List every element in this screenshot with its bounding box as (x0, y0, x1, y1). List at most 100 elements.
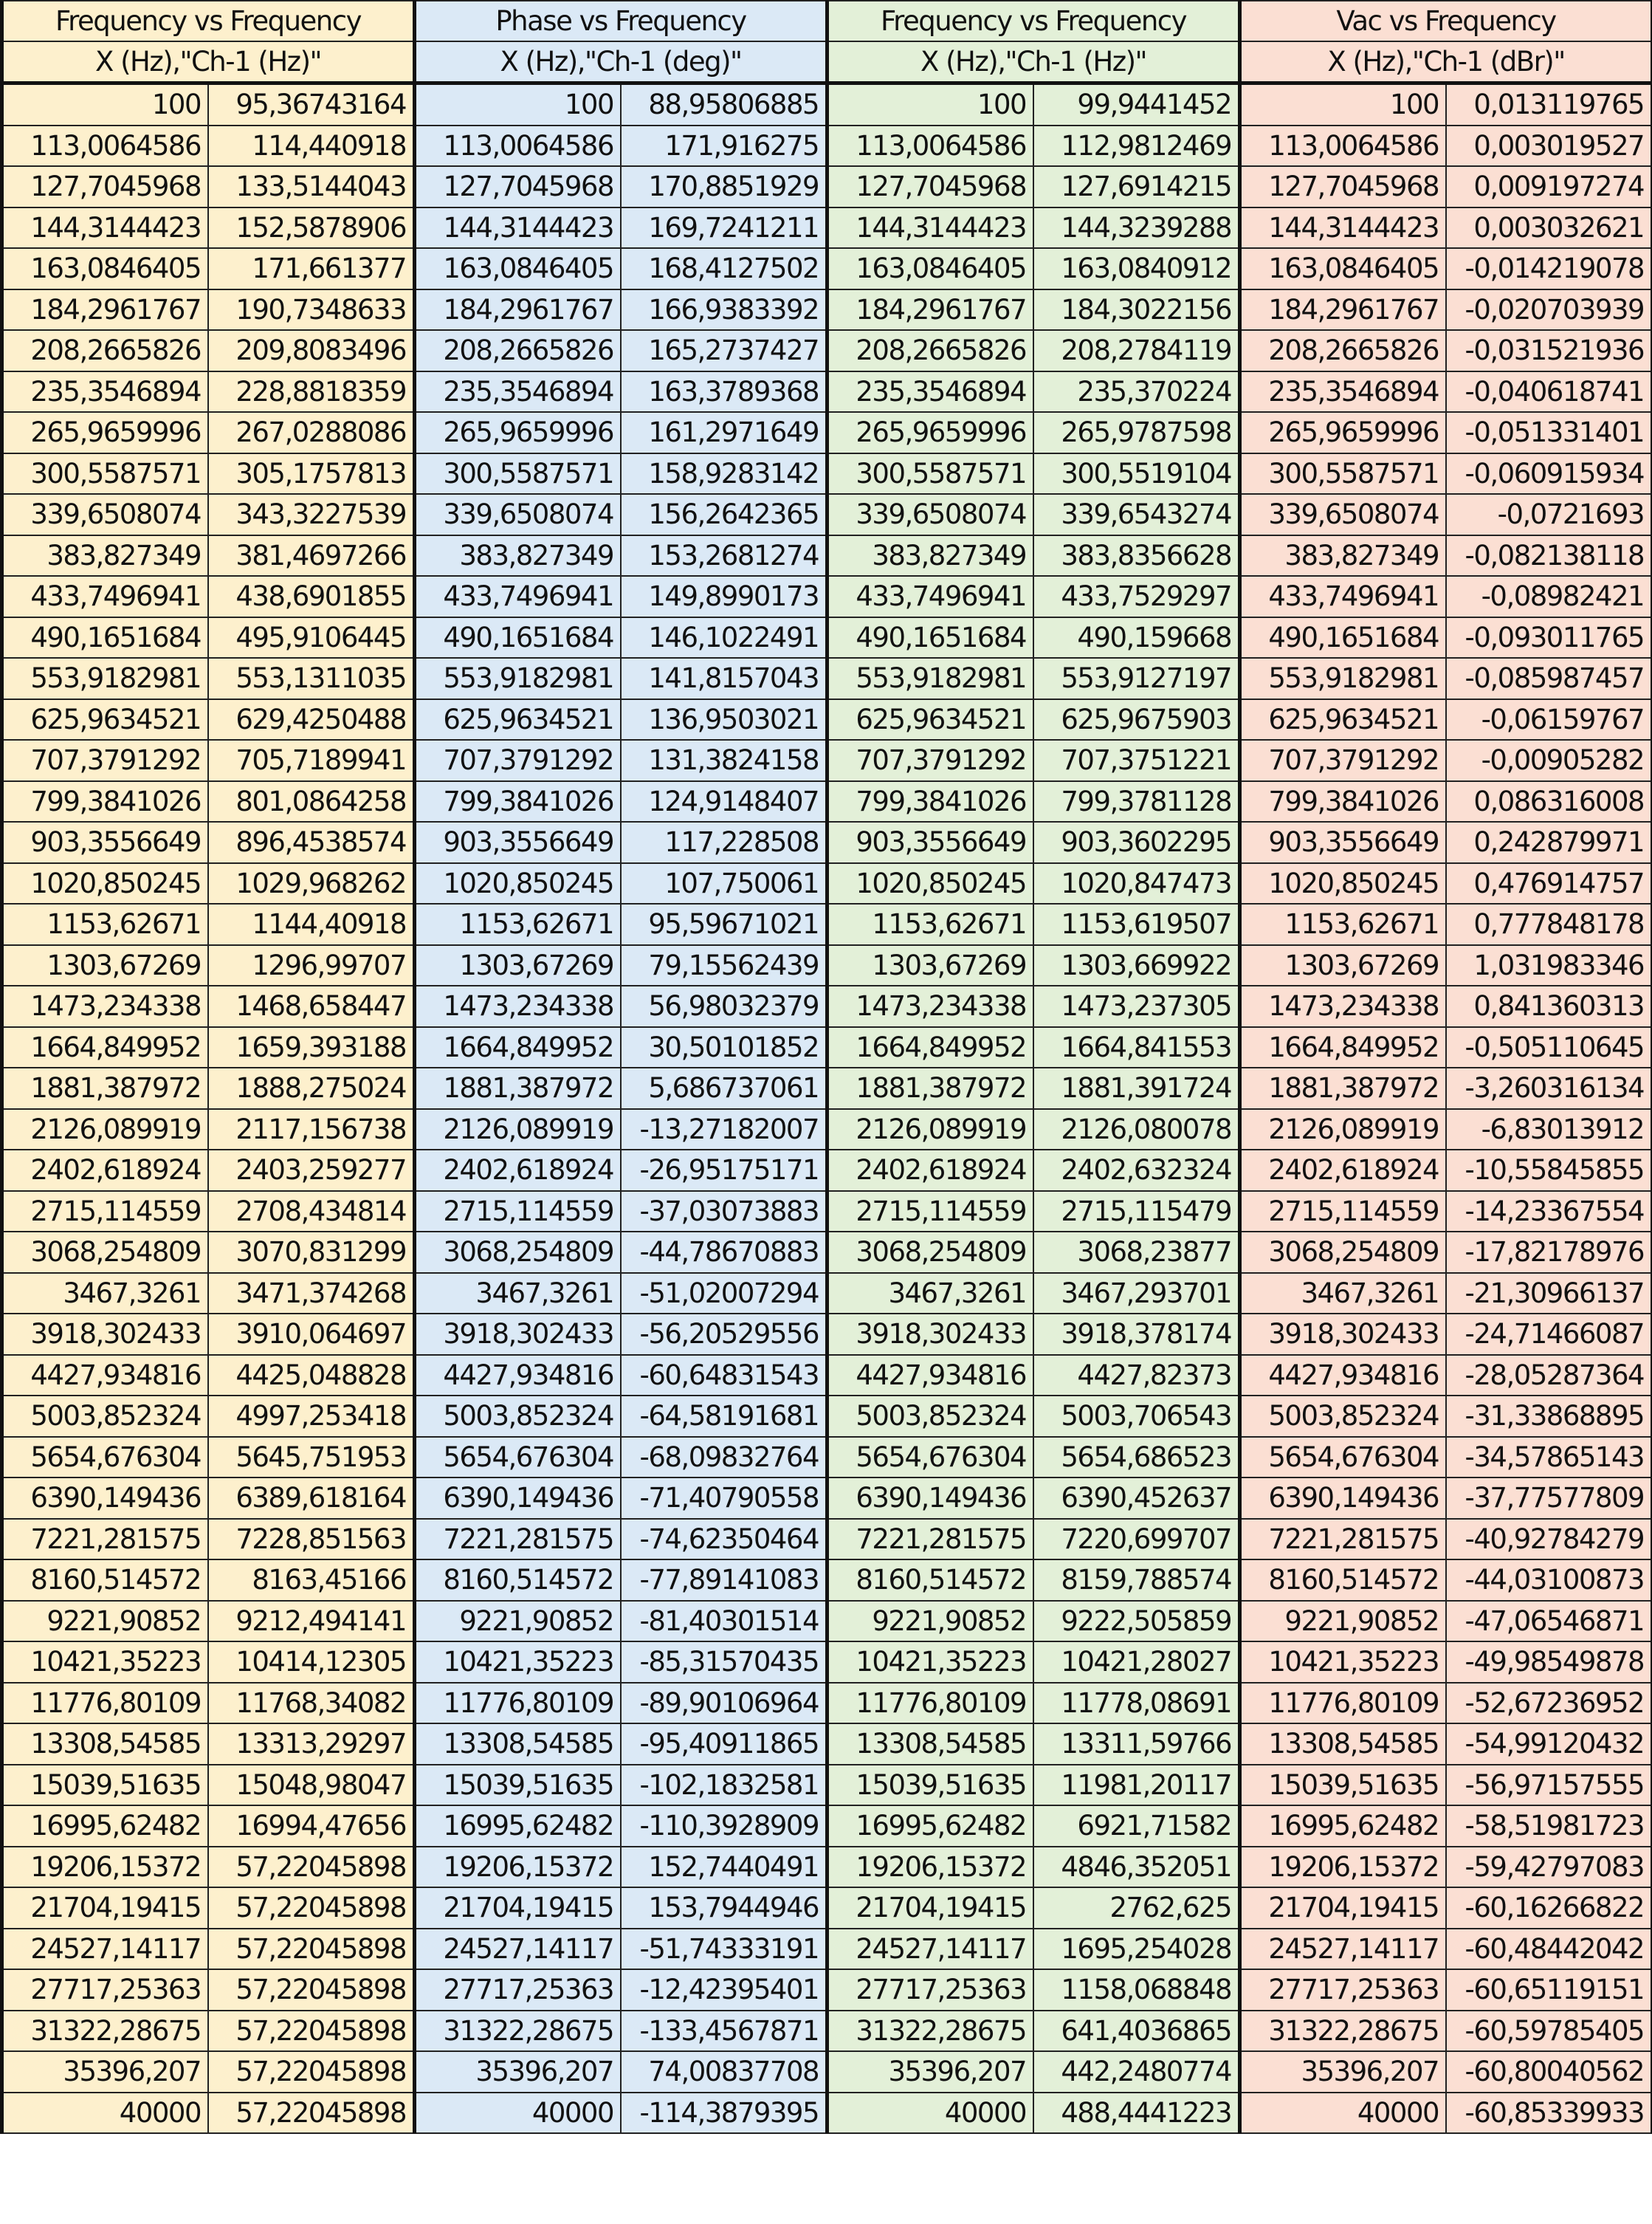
x-hz-cell[interactable]: 8160,514572 (825, 1559, 1035, 1602)
ch1-value-cell[interactable]: 57,22045898 (207, 1845, 417, 1888)
ch1-value-cell[interactable]: 57,22045898 (207, 2091, 417, 2134)
x-hz-cell[interactable]: 1473,234338 (0, 985, 209, 1028)
x-hz-cell[interactable]: 208,2665826 (413, 329, 622, 372)
x-hz-cell[interactable]: 13308,54585 (1238, 1723, 1448, 1765)
x-hz-cell[interactable]: 2715,114559 (1238, 1190, 1448, 1232)
ch1-value-cell[interactable]: -0,085987457 (1445, 657, 1652, 700)
ch1-value-cell[interactable]: 383,8356628 (1033, 534, 1242, 577)
ch1-value-cell[interactable]: -14,23367554 (1445, 1190, 1652, 1232)
x-hz-cell[interactable]: 300,5587571 (413, 452, 622, 495)
ch1-value-cell[interactable]: 1029,968262 (207, 862, 417, 905)
x-hz-cell[interactable]: 9221,90852 (0, 1599, 209, 1642)
ch1-value-cell[interactable]: 107,750061 (620, 862, 830, 905)
ch1-value-cell[interactable]: 57,22045898 (207, 2009, 417, 2052)
ch1-value-cell[interactable]: 3068,23877 (1033, 1231, 1242, 1274)
ch1-value-cell[interactable]: 0,003032621 (1445, 206, 1652, 249)
ch1-value-cell[interactable]: 153,2681274 (620, 534, 830, 577)
x-hz-cell[interactable]: 31322,28675 (1238, 2009, 1448, 2052)
ch1-value-cell[interactable]: 5003,706543 (1033, 1395, 1242, 1438)
ch1-value-cell[interactable]: -81,40301514 (620, 1599, 830, 1642)
ch1-value-cell[interactable]: 305,1757813 (207, 452, 417, 495)
ch1-value-cell[interactable]: 5654,686523 (1033, 1435, 1242, 1478)
ch1-value-cell[interactable]: -24,71466087 (1445, 1313, 1652, 1356)
x-hz-cell[interactable]: 11776,80109 (0, 1681, 209, 1724)
x-hz-cell[interactable]: 2402,618924 (413, 1149, 622, 1192)
x-hz-cell[interactable]: 3918,302433 (0, 1313, 209, 1356)
x-hz-cell[interactable]: 9221,90852 (1238, 1599, 1448, 1642)
x-hz-cell[interactable]: 144,3144423 (0, 206, 209, 249)
ch1-value-cell[interactable]: 1888,275024 (207, 1067, 417, 1110)
ch1-value-cell[interactable]: 30,50101852 (620, 1026, 830, 1068)
ch1-value-cell[interactable]: 163,3789368 (620, 370, 830, 413)
x-hz-cell[interactable]: 2402,618924 (825, 1149, 1035, 1192)
ch1-value-cell[interactable]: 267,0288086 (207, 411, 417, 454)
ch1-value-cell[interactable]: 265,9787598 (1033, 411, 1242, 454)
ch1-value-cell[interactable]: 228,8818359 (207, 370, 417, 413)
x-hz-cell[interactable]: 1881,387972 (1238, 1067, 1448, 1110)
x-hz-cell[interactable]: 10421,35223 (0, 1641, 209, 1684)
ch1-value-cell[interactable]: 171,661377 (207, 247, 417, 290)
x-hz-cell[interactable]: 903,3556649 (825, 821, 1035, 864)
ch1-value-cell[interactable]: 0,841360313 (1445, 985, 1652, 1028)
ch1-value-cell[interactable]: 169,7241211 (620, 206, 830, 249)
ch1-value-cell[interactable]: -110,3928909 (620, 1805, 830, 1847)
ch1-value-cell[interactable]: -0,014219078 (1445, 247, 1652, 290)
x-hz-cell[interactable]: 144,3144423 (825, 206, 1035, 249)
ch1-value-cell[interactable]: -133,4567871 (620, 2009, 830, 2052)
ch1-value-cell[interactable]: 0,009197274 (1445, 165, 1652, 208)
x-hz-cell[interactable]: 127,7045968 (1238, 165, 1448, 208)
x-hz-cell[interactable]: 7221,281575 (1238, 1517, 1448, 1560)
x-hz-cell[interactable]: 490,1651684 (413, 616, 622, 659)
x-hz-cell[interactable]: 1153,62671 (413, 903, 622, 946)
x-hz-cell[interactable]: 903,3556649 (0, 821, 209, 864)
ch1-value-cell[interactable]: 209,8083496 (207, 329, 417, 372)
ch1-value-cell[interactable]: 4846,352051 (1033, 1845, 1242, 1888)
x-hz-cell[interactable]: 10421,35223 (1238, 1641, 1448, 1684)
ch1-value-cell[interactable]: 1144,40918 (207, 903, 417, 946)
ch1-value-cell[interactable]: 153,7944946 (620, 1887, 830, 1929)
ch1-value-cell[interactable]: 625,9675903 (1033, 698, 1242, 741)
x-hz-cell[interactable]: 3068,254809 (0, 1231, 209, 1274)
ch1-value-cell[interactable]: 300,5519104 (1033, 452, 1242, 495)
ch1-value-cell[interactable]: 149,8990173 (620, 575, 830, 618)
ch1-value-cell[interactable]: -64,58191681 (620, 1395, 830, 1438)
x-hz-cell[interactable]: 16995,62482 (1238, 1805, 1448, 1847)
ch1-value-cell[interactable]: 95,59671021 (620, 903, 830, 946)
ch1-value-cell[interactable]: 190,7348633 (207, 288, 417, 331)
x-hz-cell[interactable]: 5654,676304 (0, 1435, 209, 1478)
ch1-value-cell[interactable]: 168,4127502 (620, 247, 830, 290)
x-hz-cell[interactable]: 799,3841026 (0, 780, 209, 823)
x-hz-cell[interactable]: 3467,3261 (825, 1271, 1035, 1314)
ch1-value-cell[interactable]: 133,5144043 (207, 165, 417, 208)
x-hz-cell[interactable]: 184,2961767 (1238, 288, 1448, 331)
ch1-value-cell[interactable]: 1659,393188 (207, 1026, 417, 1068)
x-hz-cell[interactable]: 13308,54585 (0, 1723, 209, 1765)
ch1-value-cell[interactable]: 79,15562439 (620, 944, 830, 986)
x-hz-cell[interactable]: 15039,51635 (0, 1763, 209, 1806)
x-hz-cell[interactable]: 799,3841026 (1238, 780, 1448, 823)
x-hz-cell[interactable]: 383,827349 (825, 534, 1035, 577)
ch1-value-cell[interactable]: 442,2480774 (1033, 2050, 1242, 2093)
ch1-value-cell[interactable]: 2126,080078 (1033, 1108, 1242, 1150)
group-1-title-cell[interactable]: Frequency vs Frequency (0, 0, 417, 42)
ch1-value-cell[interactable]: 488,4441223 (1033, 2091, 1242, 2134)
x-hz-cell[interactable]: 31322,28675 (825, 2009, 1035, 2052)
x-hz-cell[interactable]: 1153,62671 (0, 903, 209, 946)
ch1-value-cell[interactable]: -60,59785405 (1445, 2009, 1652, 2052)
ch1-value-cell[interactable]: 1303,669922 (1033, 944, 1242, 986)
ch1-value-cell[interactable]: 11778,08691 (1033, 1681, 1242, 1724)
x-hz-cell[interactable]: 21704,19415 (413, 1887, 622, 1929)
x-hz-cell[interactable]: 15039,51635 (1238, 1763, 1448, 1806)
ch1-value-cell[interactable]: 9222,505859 (1033, 1599, 1242, 1642)
x-hz-cell[interactable]: 2126,089919 (825, 1108, 1035, 1150)
x-hz-cell[interactable]: 3068,254809 (825, 1231, 1035, 1274)
ch1-value-cell[interactable]: 339,6543274 (1033, 493, 1242, 536)
ch1-value-cell[interactable]: 2117,156738 (207, 1108, 417, 1150)
ch1-value-cell[interactable]: 7220,699707 (1033, 1517, 1242, 1560)
x-hz-cell[interactable]: 11776,80109 (1238, 1681, 1448, 1724)
x-hz-cell[interactable]: 208,2665826 (825, 329, 1035, 372)
ch1-value-cell[interactable]: 1296,99707 (207, 944, 417, 986)
ch1-value-cell[interactable]: 13313,29297 (207, 1723, 417, 1765)
x-hz-cell[interactable]: 2715,114559 (413, 1190, 622, 1232)
ch1-value-cell[interactable]: -17,82178976 (1445, 1231, 1652, 1274)
